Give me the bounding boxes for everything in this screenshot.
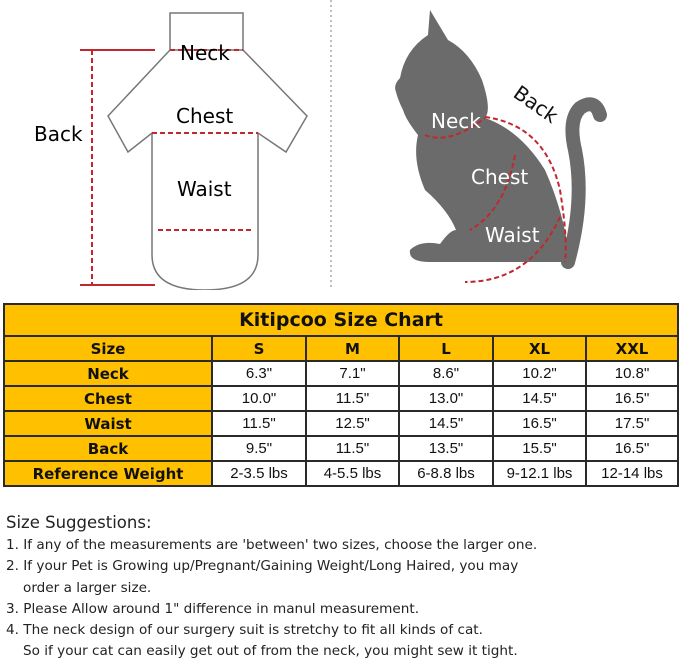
table-header-row: Size S M L XL XXL xyxy=(4,336,678,361)
table-row: Waist11.5"12.5"14.5"16.5"17.5" xyxy=(4,411,678,436)
size-suggestions: Size Suggestions: 1. If any of the measu… xyxy=(6,512,537,663)
table-cell: 9.5" xyxy=(212,436,306,461)
measurement-diagram: Neck Chest Waist Back Neck Chest Waist B… xyxy=(0,0,679,290)
table-cell: 16.5" xyxy=(586,386,678,411)
table-cell: 10.8" xyxy=(586,361,678,386)
size-chart-title: Kitipcoo Size Chart xyxy=(4,304,678,336)
table-cell: 14.5" xyxy=(399,411,493,436)
size-chart-table: Kitipcoo Size Chart Size S M L XL XXL Ne… xyxy=(3,303,679,487)
shirt-chest-label: Chest xyxy=(176,104,233,128)
shirt-neck-label: Neck xyxy=(180,41,230,65)
table-cell: 13.5" xyxy=(399,436,493,461)
shirt-diagram: Neck Chest Waist Back xyxy=(34,13,307,290)
column-header: L xyxy=(399,336,493,361)
table-cell: 10.0" xyxy=(212,386,306,411)
table-cell: 6-8.8 lbs xyxy=(399,461,493,486)
column-header: S xyxy=(212,336,306,361)
table-cell: 4-5.5 lbs xyxy=(306,461,399,486)
table-cell: 9-12.1 lbs xyxy=(493,461,586,486)
cat-chest-label: Chest xyxy=(471,165,528,189)
row-label: Waist xyxy=(4,411,212,436)
shirt-back-label: Back xyxy=(34,122,83,146)
column-header: XL xyxy=(493,336,586,361)
note-item: 1. If any of the measurements are 'betwe… xyxy=(6,535,537,556)
table-cell: 16.5" xyxy=(586,436,678,461)
table-cell: 6.3" xyxy=(212,361,306,386)
table-cell: 11.5" xyxy=(306,436,399,461)
row-label: Neck xyxy=(4,361,212,386)
cat-waist-label: Waist xyxy=(485,223,540,247)
note-item: 3. Please Allow around 1" difference in … xyxy=(6,599,537,620)
column-header: XXL xyxy=(586,336,678,361)
column-header: Size xyxy=(4,336,212,361)
table-row: Chest10.0"11.5"13.0"14.5"16.5" xyxy=(4,386,678,411)
table-cell: 7.1" xyxy=(306,361,399,386)
row-label: Back xyxy=(4,436,212,461)
cat-diagram: Neck Chest Waist Back xyxy=(395,10,600,282)
table-cell: 17.5" xyxy=(586,411,678,436)
notes-heading: Size Suggestions: xyxy=(6,512,537,534)
table-cell: 12.5" xyxy=(306,411,399,436)
table-row: Neck6.3"7.1"8.6"10.2"10.8" xyxy=(4,361,678,386)
table-cell: 12-14 lbs xyxy=(586,461,678,486)
cat-back-label: Back xyxy=(509,80,563,128)
table-row: Back9.5"11.5"13.5"15.5"16.5" xyxy=(4,436,678,461)
note-item: 2. If your Pet is Growing up/Pregnant/Ga… xyxy=(6,556,537,577)
row-label: Chest xyxy=(4,386,212,411)
note-item: 4. The neck design of our surgery suit i… xyxy=(6,620,537,641)
table-cell: 11.5" xyxy=(306,386,399,411)
table-cell: 11.5" xyxy=(212,411,306,436)
table-cell: 14.5" xyxy=(493,386,586,411)
row-label: Reference Weight xyxy=(4,461,212,486)
table-cell: 2-3.5 lbs xyxy=(212,461,306,486)
table-cell: 16.5" xyxy=(493,411,586,436)
note-item-continuation: So if your cat can easily get out of fro… xyxy=(6,641,537,662)
shirt-waist-label: Waist xyxy=(177,177,232,201)
table-cell: 8.6" xyxy=(399,361,493,386)
cat-tail xyxy=(568,104,600,262)
cat-neck-label: Neck xyxy=(431,109,481,133)
table-cell: 13.0" xyxy=(399,386,493,411)
note-item-continuation: order a larger size. xyxy=(6,578,537,599)
table-cell: 10.2" xyxy=(493,361,586,386)
table-row: Reference Weight2-3.5 lbs4-5.5 lbs6-8.8 … xyxy=(4,461,678,486)
cat-silhouette xyxy=(395,10,570,262)
column-header: M xyxy=(306,336,399,361)
table-cell: 15.5" xyxy=(493,436,586,461)
